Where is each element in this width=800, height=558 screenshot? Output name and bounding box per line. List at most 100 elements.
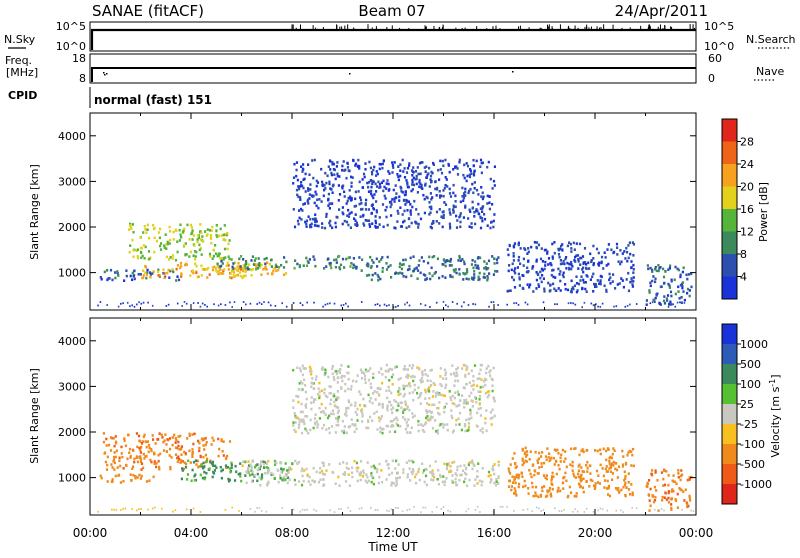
echo-cell [667, 474, 670, 477]
echo-cell [292, 368, 295, 372]
echo-cell [546, 250, 549, 254]
echo-cell [444, 276, 447, 279]
echo-cell [334, 404, 337, 408]
echo-cell [204, 443, 207, 447]
echo-cell [414, 170, 418, 173]
echo-cell [463, 406, 466, 409]
echo-cell [383, 194, 386, 198]
echo-cell [467, 304, 470, 306]
echo-cell [102, 432, 105, 435]
echo-cell [197, 302, 199, 304]
echo-cell [447, 509, 449, 512]
echo-cell [325, 428, 328, 431]
echo-cell [654, 280, 657, 284]
echo-cell [185, 253, 188, 256]
echo-cell [397, 393, 400, 397]
echo-cell [688, 289, 691, 292]
echo-cell [592, 244, 595, 248]
echo-cell [188, 255, 191, 258]
echo-cell [315, 179, 318, 183]
echo-cell [97, 510, 99, 513]
echo-cell [449, 396, 452, 399]
colorbar-tick-label: 24 [740, 158, 754, 171]
echo-cell [473, 484, 476, 487]
echo-cell [338, 193, 342, 196]
echo-cell [585, 480, 588, 483]
echo-cell [413, 267, 416, 271]
echo-cell [157, 438, 160, 441]
echo-cell [218, 447, 221, 451]
echo-cell [340, 429, 344, 433]
echo-cell [408, 508, 411, 511]
echo-cell [329, 302, 331, 305]
echo-cell [428, 255, 431, 259]
echo-cell [185, 302, 188, 305]
echo-cell [573, 475, 576, 478]
echo-cell [432, 163, 435, 166]
echo-cell [629, 280, 632, 284]
echo-cell [132, 274, 135, 278]
echo-cell [454, 391, 457, 394]
echo-cell [176, 446, 179, 450]
echo-cell [692, 510, 695, 513]
echo-cell [555, 289, 558, 292]
echo-cell [301, 304, 304, 306]
echo-cell [331, 202, 334, 205]
echo-cell [323, 411, 326, 414]
echo-cell [603, 486, 606, 489]
echo-cell [429, 277, 432, 281]
echo-cell [391, 411, 394, 415]
echo-cell [428, 205, 431, 209]
echo-cell [335, 369, 338, 373]
echo-cell [455, 404, 458, 408]
echo-cell [462, 199, 465, 202]
echo-cell [418, 180, 421, 184]
echo-cell [140, 508, 143, 510]
echo-cell [224, 464, 228, 467]
echo-cell [593, 487, 596, 490]
echo-cell [523, 479, 526, 483]
echo-cell [451, 479, 454, 483]
echo-cell [628, 449, 631, 453]
echo-cell [428, 397, 431, 400]
echo-cell [646, 481, 649, 485]
echo-cell [632, 447, 635, 451]
echo-cell [300, 218, 303, 221]
echo-cell [264, 262, 267, 266]
x-tick-label: 16:00 [477, 526, 512, 540]
echo-cell [515, 302, 518, 304]
echo-cell [630, 483, 633, 486]
echo-cell [592, 510, 595, 513]
echo-cell [429, 379, 432, 383]
echo-cell [449, 372, 453, 376]
echo-cell [423, 166, 426, 169]
echo-cell [580, 256, 583, 260]
echo-cell [194, 255, 197, 258]
echo-cell [215, 234, 218, 237]
echo-cell [147, 508, 149, 511]
echo-cell [179, 448, 182, 451]
echo-cell [192, 271, 195, 275]
echo-cell [179, 233, 182, 236]
echo-cell [459, 212, 462, 215]
echo-cell [314, 378, 318, 381]
echo-cell [578, 483, 581, 486]
echo-cell [554, 507, 556, 510]
echo-cell [489, 226, 492, 230]
echo-cell [196, 238, 199, 241]
echo-cell [372, 482, 375, 486]
echo-cell [429, 369, 432, 372]
echo-cell [562, 476, 565, 480]
echo-cell [374, 219, 377, 223]
echo-cell [676, 506, 679, 509]
echo-cell [595, 285, 598, 288]
echo-cell [408, 304, 411, 307]
echo-cell [367, 378, 370, 382]
echo-cell [326, 302, 329, 305]
echo-cell [479, 368, 482, 372]
echo-cell [484, 266, 487, 269]
echo-cell [181, 305, 183, 307]
echo-cell [141, 254, 144, 258]
echo-cell [485, 378, 488, 382]
echo-cell [282, 476, 285, 480]
